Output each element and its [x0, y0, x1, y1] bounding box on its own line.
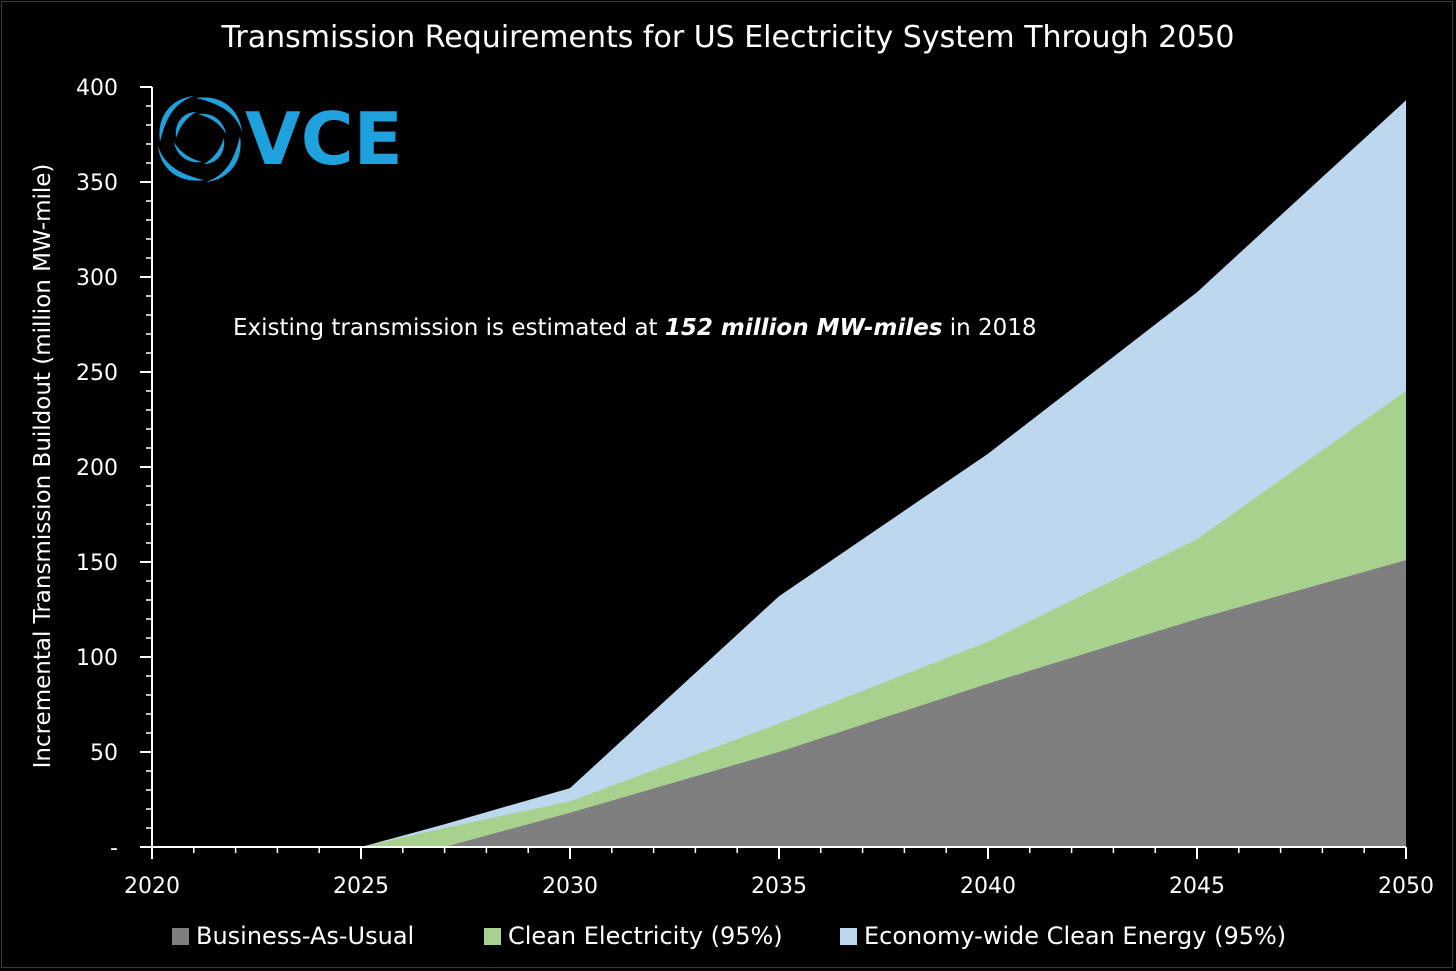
y-tick-label: 200 [76, 456, 118, 481]
vce-logo: VCE [158, 96, 403, 182]
annotation-bold: 152 million MW-miles [665, 315, 943, 341]
legend-item: Economy-wide Clean Energy (95%) [840, 922, 1286, 950]
x-tick-label: 2050 [1378, 874, 1434, 899]
legend-label: Clean Electricity (95%) [508, 922, 783, 950]
x-tick-label: 2035 [751, 874, 807, 899]
legend-swatch [484, 928, 501, 945]
y-tick-label: 150 [76, 551, 118, 576]
y-tick-label: 400 [76, 76, 118, 101]
x-tick-label: 2030 [542, 874, 598, 899]
y-tick-label: 350 [76, 171, 118, 196]
area-layer [152, 100, 1406, 848]
legend-swatch [172, 928, 189, 945]
legend-item: Clean Electricity (95%) [484, 922, 783, 950]
legend-label: Business-As-Usual [196, 922, 414, 950]
series-area-2 [152, 560, 1406, 847]
legend-swatch [840, 928, 857, 945]
x-tick-label: 2040 [960, 874, 1016, 899]
legend-label: Economy-wide Clean Energy (95%) [864, 922, 1286, 950]
y-tick-label: 50 [90, 741, 118, 766]
chart-title: Transmission Requirements for US Electri… [220, 20, 1234, 55]
y-tick-label: 250 [76, 361, 118, 386]
x-tick-label: 2045 [1169, 874, 1225, 899]
y-axis-label: Incremental Transmission Buildout (milli… [30, 164, 56, 769]
y-tick-label: 300 [76, 266, 118, 291]
swirl-icon [158, 96, 242, 182]
annotation-suffix: in 2018 [942, 315, 1036, 341]
axes: - 50 100 150 200 250 300 350 400 2020 2025 2030 2035… [76, 76, 1434, 899]
x-tick-label: 2025 [333, 874, 389, 899]
annotation: Existing transmission is estimated at 15… [233, 315, 1037, 341]
legend: Business-As-Usual Clean Electricity (95%)… [172, 922, 1286, 950]
y-tick-label: 100 [76, 646, 118, 671]
legend-item: Business-As-Usual [172, 922, 414, 950]
x-tick-label: 2020 [124, 874, 180, 899]
vce-logo-text: VCE [245, 97, 403, 181]
y-tick-label: - [110, 836, 118, 861]
annotation-prefix: Existing transmission is estimated at [233, 315, 665, 341]
